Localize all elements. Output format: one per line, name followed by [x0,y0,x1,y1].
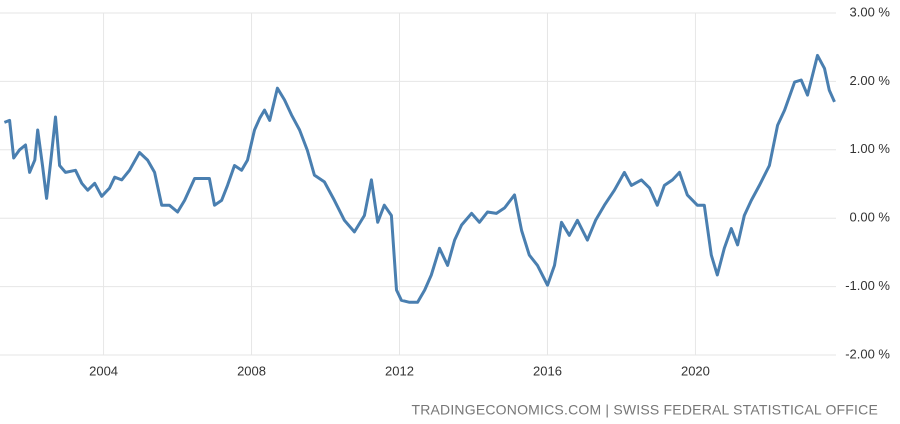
source: TRADINGECONOMICS.COM | SWISS FEDERAL STA… [411,402,878,418]
y-tick-label: 1.00 % [850,141,891,156]
x-tick-label: 2016 [533,363,562,378]
x-tick-label: 2012 [385,363,414,378]
x-tick-label: 2008 [237,363,266,378]
line [3,53,836,304]
x-tick-label: 2020 [681,363,710,378]
x-tick-label: 2004 [89,363,118,378]
y-tick-label: 3.00 % [850,4,891,19]
y-tick-label: -1.00 % [845,278,890,293]
y-tick-label: 2.00 % [850,73,891,88]
y-tick-label: -2.00 % [845,346,890,361]
y-tick-label: 0.00 % [850,210,891,225]
